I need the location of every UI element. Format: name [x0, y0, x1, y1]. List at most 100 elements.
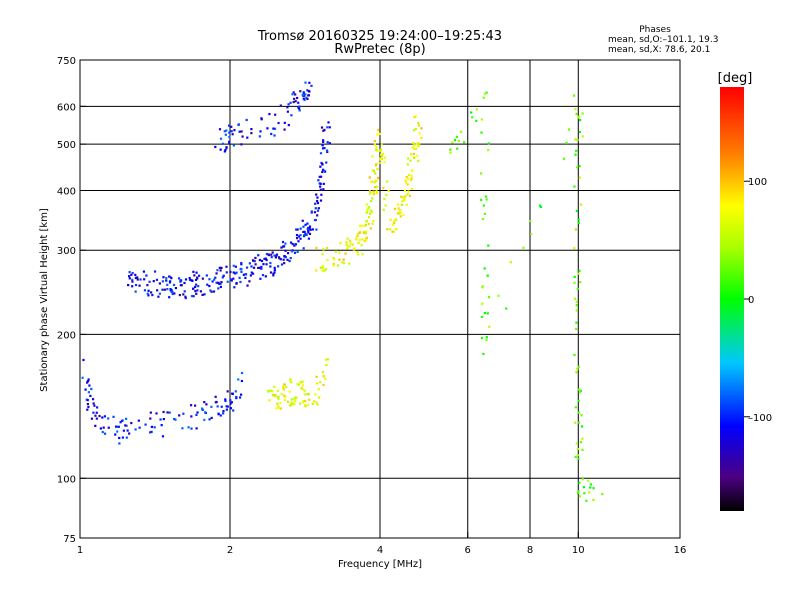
- scatter-point: [221, 276, 224, 279]
- scatter-point: [379, 149, 382, 152]
- scatter-point: [268, 112, 271, 116]
- scatter-point: [150, 291, 153, 294]
- scatter-point: [289, 379, 292, 382]
- scatter-point: [483, 92, 486, 95]
- scatter-point: [342, 258, 345, 261]
- scatter-point: [214, 145, 217, 149]
- scatter-point: [125, 424, 128, 427]
- scatter-point: [229, 407, 233, 410]
- scatter-point: [195, 292, 198, 295]
- scatter-point: [485, 336, 488, 339]
- scatter-point: [577, 365, 580, 368]
- scatter-point: [156, 289, 159, 292]
- scatter-point: [319, 266, 323, 269]
- scatter-point: [488, 325, 491, 328]
- scatter-point: [387, 189, 390, 193]
- scatter-point: [251, 259, 255, 262]
- scatter-point: [304, 232, 307, 236]
- scatter-point: [332, 264, 335, 267]
- scatter-point: [307, 229, 310, 232]
- scatter-point: [254, 256, 257, 260]
- scatter-point: [293, 244, 296, 247]
- scatter-point: [576, 367, 579, 371]
- scatter-point: [384, 204, 387, 207]
- scatter-point: [576, 447, 580, 451]
- scatter-point: [317, 179, 320, 182]
- scatter-point: [396, 203, 400, 206]
- scatter-point: [302, 400, 305, 403]
- scatter-point: [168, 275, 171, 278]
- scatter-point: [578, 176, 581, 179]
- scatter-point: [288, 390, 291, 393]
- scatter-point: [314, 393, 317, 396]
- scatter-point: [471, 116, 474, 119]
- scatter-point: [217, 413, 220, 416]
- scatter-point: [303, 230, 306, 233]
- scatter-point: [203, 293, 206, 296]
- scatter-point: [460, 130, 463, 133]
- scatter-point: [95, 417, 98, 420]
- scatter-point: [230, 125, 233, 128]
- scatter-point: [400, 203, 404, 206]
- scatter-point: [293, 402, 296, 406]
- scatter-point: [367, 222, 370, 225]
- scatter-point: [376, 167, 379, 171]
- scatter-point: [370, 180, 373, 184]
- scatter-point: [306, 89, 309, 92]
- scatter-point: [170, 289, 173, 292]
- scatter-point: [308, 398, 311, 401]
- scatter-point: [305, 96, 308, 99]
- scatter-point: [284, 242, 287, 245]
- y-tick-label: 300: [57, 246, 76, 257]
- scatter-point: [225, 408, 228, 411]
- scatter-point: [575, 300, 578, 303]
- scatter-point: [293, 251, 297, 254]
- scatter-point: [322, 188, 325, 191]
- scatter-point: [303, 389, 306, 392]
- scatter-point: [463, 141, 466, 144]
- scatter-point: [230, 130, 233, 133]
- scatter-point: [475, 119, 478, 122]
- scatter-point: [194, 290, 197, 293]
- scatter-point: [310, 210, 313, 213]
- scatter-point: [356, 253, 360, 256]
- scatter-point: [240, 379, 244, 383]
- scatter-point: [239, 280, 242, 284]
- scatter-point: [370, 209, 373, 212]
- scatter-point: [578, 391, 581, 394]
- scatter-point: [240, 371, 244, 375]
- scatter-point: [357, 241, 360, 244]
- scatter-point: [587, 479, 590, 482]
- scatter-point: [326, 150, 329, 154]
- scatter-point: [358, 238, 361, 242]
- scatter-point: [362, 231, 365, 234]
- scatter-point: [122, 429, 125, 432]
- scatter-point: [94, 414, 97, 417]
- scatter-point: [192, 295, 195, 298]
- scatter-point: [355, 236, 358, 239]
- scatter-point: [259, 130, 262, 133]
- scatter-point: [86, 398, 89, 402]
- scatter-point: [383, 156, 387, 159]
- scatter-point: [373, 181, 376, 184]
- scatter-point: [271, 393, 275, 396]
- y-tick-label: 400: [57, 186, 76, 197]
- scatter-point: [290, 381, 293, 384]
- scatter-point: [274, 256, 277, 259]
- scatter-point: [134, 273, 137, 276]
- scatter-point: [346, 247, 349, 250]
- scatter-point: [87, 391, 90, 394]
- scatter-point: [282, 385, 285, 389]
- scatter-point: [294, 93, 297, 96]
- scatter-point: [372, 219, 375, 222]
- scatter-point: [277, 256, 281, 259]
- scatter-point: [194, 278, 198, 281]
- scatter-point: [128, 432, 131, 435]
- scatter-point: [420, 127, 423, 130]
- scatter-point: [301, 219, 304, 222]
- scatter-point: [250, 271, 253, 274]
- scatter-point: [178, 414, 181, 417]
- scatter-point: [266, 389, 270, 393]
- scatter-point: [386, 180, 389, 183]
